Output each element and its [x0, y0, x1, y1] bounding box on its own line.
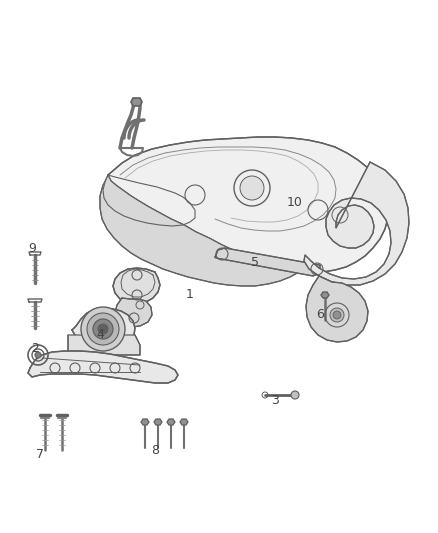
Polygon shape	[306, 276, 368, 342]
Text: 4: 4	[96, 328, 104, 342]
Polygon shape	[115, 298, 152, 327]
Polygon shape	[215, 248, 320, 276]
Polygon shape	[72, 308, 135, 350]
Polygon shape	[180, 419, 188, 425]
Text: 5: 5	[251, 256, 259, 270]
Circle shape	[333, 311, 341, 319]
Polygon shape	[113, 268, 160, 304]
Text: 8: 8	[151, 443, 159, 456]
Circle shape	[330, 308, 344, 322]
Text: 10: 10	[287, 196, 303, 208]
Circle shape	[240, 176, 264, 200]
Text: 2: 2	[31, 342, 39, 354]
Circle shape	[87, 313, 119, 345]
Polygon shape	[28, 351, 178, 383]
Text: 1: 1	[186, 288, 194, 302]
Text: 7: 7	[36, 448, 44, 462]
Circle shape	[35, 352, 41, 358]
Circle shape	[98, 324, 108, 334]
Polygon shape	[141, 419, 149, 425]
Polygon shape	[321, 292, 329, 298]
Text: 6: 6	[316, 309, 324, 321]
Circle shape	[81, 307, 125, 351]
Polygon shape	[108, 137, 388, 272]
Circle shape	[93, 319, 113, 339]
Text: 9: 9	[28, 241, 36, 254]
Polygon shape	[154, 419, 162, 425]
Text: 3: 3	[271, 393, 279, 407]
Polygon shape	[100, 175, 299, 286]
Polygon shape	[131, 98, 142, 106]
Circle shape	[291, 391, 299, 399]
Polygon shape	[304, 162, 409, 285]
Polygon shape	[167, 419, 175, 425]
Polygon shape	[68, 335, 140, 355]
